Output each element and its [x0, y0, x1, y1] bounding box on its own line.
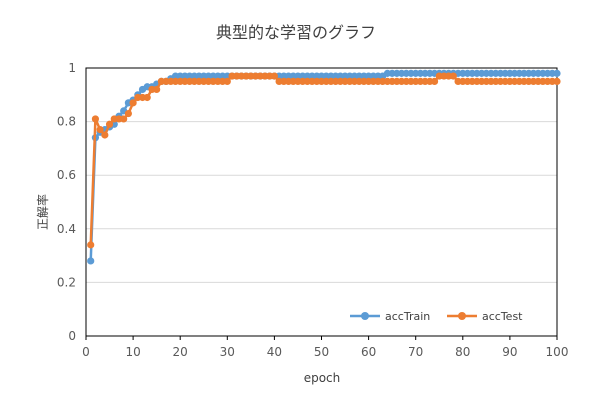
- point-accTrain-1: [87, 257, 95, 265]
- x-axis-title: epoch: [304, 371, 341, 385]
- x-tick-label-5: 50: [314, 345, 329, 359]
- x-tick-label-10: 100: [546, 345, 569, 359]
- legend: accTrain accTest: [350, 310, 523, 323]
- x-tick-label-1: 10: [125, 345, 140, 359]
- x-tick-label-7: 70: [408, 345, 423, 359]
- x-tick-label-2: 20: [173, 345, 188, 359]
- x-tick-label-9: 90: [502, 345, 517, 359]
- x-tick-label-3: 30: [220, 345, 235, 359]
- point-accTest-13: [143, 93, 151, 102]
- x-tick-label-4: 40: [267, 345, 282, 359]
- x-tick-label-8: 80: [455, 345, 470, 359]
- point-accTest-1: [87, 241, 95, 249]
- axes: [85, 67, 558, 340]
- point-accTest-9: [124, 109, 132, 118]
- legend-swatch-marker-accTrain: [361, 312, 369, 320]
- y-tick-label-5: 1: [68, 61, 76, 75]
- chart-title: 典型的な学習のグラフ: [216, 23, 376, 42]
- x-tick-label-0: 0: [82, 345, 90, 359]
- x-tick-label-6: 60: [361, 345, 376, 359]
- series-accTest: [87, 72, 561, 249]
- y-tick-label-1: 0.2: [57, 275, 76, 289]
- y-tick-label-3: 0.6: [57, 168, 76, 182]
- legend-label-accTest: accTest: [482, 310, 523, 323]
- tick-labels: 00.20.40.60.810 10 20 30 40 50 60 70 80 90 100: [57, 61, 569, 359]
- point-accTest-3: [96, 126, 104, 134]
- point-accTest-30: [223, 77, 231, 85]
- point-accTest-2: [91, 115, 100, 123]
- legend-item-accTrain: accTrain: [350, 310, 430, 323]
- y-tick-label-2: 0.4: [57, 222, 76, 236]
- y-tick-label-0: 0: [68, 329, 76, 343]
- point-accTest-4: [101, 131, 109, 139]
- y-axis-title: 正解率: [35, 194, 50, 230]
- point-accTest-78: [449, 72, 457, 80]
- series: [87, 69, 561, 265]
- legend-swatch-marker-accTest: [458, 312, 466, 320]
- point-accTest-15: [153, 85, 161, 94]
- point-accTest-40: [270, 72, 278, 80]
- point-accTest-74: [430, 77, 439, 85]
- point-accTest-10: [129, 99, 137, 107]
- y-tick-label-4: 0.8: [57, 115, 76, 129]
- legend-item-accTest: accTest: [447, 310, 523, 323]
- point-accTest-5: [105, 120, 114, 128]
- point-accTrain-100: [553, 69, 561, 77]
- point-accTest-8: [120, 115, 128, 123]
- legend-label-accTrain: accTrain: [385, 310, 430, 323]
- point-accTest-100: [553, 77, 561, 85]
